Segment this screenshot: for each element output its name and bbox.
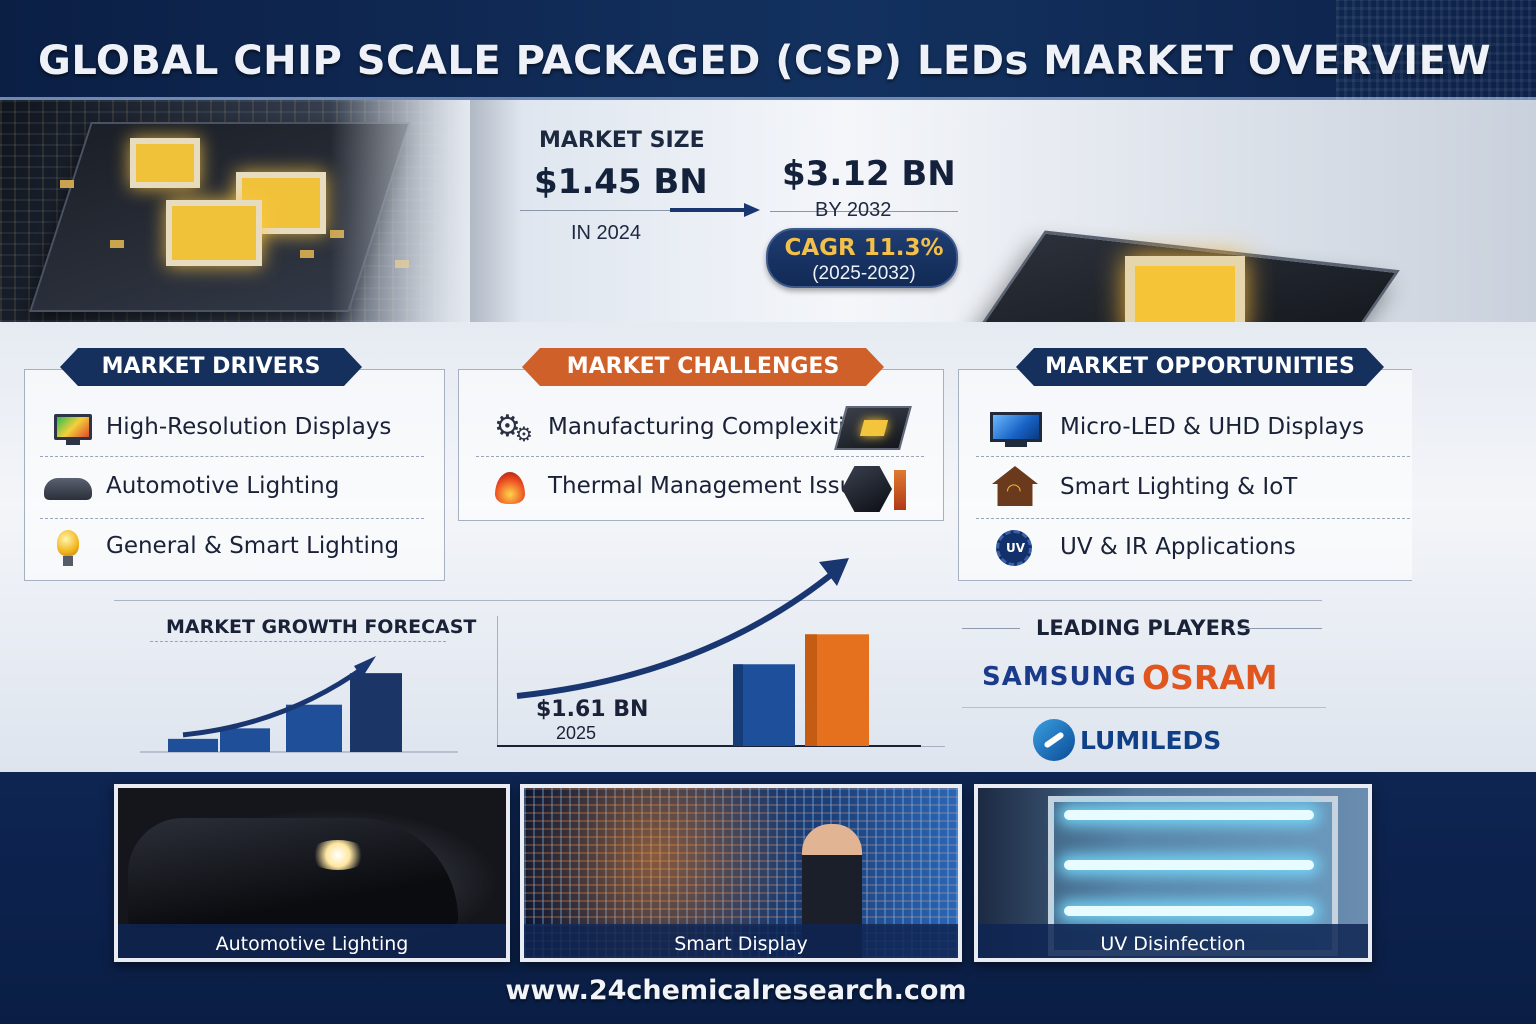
- photo-caption: UV Disinfection: [1100, 933, 1246, 955]
- header-banner: GLOBAL CHIP SCALE PACKAGED (CSP) LEDs MA…: [0, 0, 1536, 100]
- trend-arrow-line: [182, 663, 368, 738]
- lightbulb-icon: [57, 530, 79, 566]
- growth-arrow-icon: [670, 203, 760, 217]
- chip-die: [1125, 256, 1245, 322]
- divider: [520, 210, 750, 211]
- opportunity-item: Smart Lighting & IoT: [1060, 474, 1298, 500]
- divider: [962, 707, 1326, 708]
- players-title: LEADING PLAYERS: [1036, 616, 1252, 640]
- uv-disinfection-photo: UV Disinfection: [974, 784, 1372, 962]
- challenge-item: Manufacturing Complexities: [548, 414, 871, 440]
- market-year-2032: BY 2032: [815, 199, 892, 221]
- heat-glow-icon: [894, 470, 906, 510]
- wifi-icon: ◠: [1006, 480, 1022, 501]
- growth-forecast-chart: [497, 558, 921, 747]
- car-image: [128, 818, 458, 928]
- uv-icon: [996, 530, 1032, 566]
- market-size-2024: $1.45 BN: [534, 162, 708, 202]
- lumileds-icon: [1033, 719, 1075, 761]
- opportunities-panel: [958, 369, 1412, 581]
- uv-tube: [1064, 906, 1314, 916]
- website-link[interactable]: www.24chemicalresearch.com: [505, 975, 967, 1006]
- smd-component: [300, 250, 314, 258]
- samsung-logo: SAMSUNG: [982, 662, 1137, 692]
- page-title: GLOBAL CHIP SCALE PACKAGED (CSP) LEDs MA…: [38, 38, 1492, 84]
- car-icon: [44, 478, 92, 500]
- cagr-value: CAGR 11.3%: [784, 235, 944, 261]
- divider: [40, 456, 424, 457]
- smd-component: [395, 260, 409, 268]
- flame-icon: [495, 472, 525, 504]
- led-chip: [166, 200, 262, 266]
- drivers-title: MARKET DRIVERS: [60, 348, 362, 386]
- gears-icon: ⚙: [494, 409, 521, 444]
- cagr-badge: CAGR 11.3% (2025-2032): [766, 228, 958, 288]
- smart-home-icon: [992, 466, 1038, 506]
- divider: [114, 600, 1322, 601]
- forecast-value-2025: $1.61 BN: [536, 697, 649, 722]
- hero-band: [0, 100, 1536, 322]
- cagr-period: (2025-2032): [812, 263, 916, 284]
- smd-component: [330, 230, 344, 238]
- market-year-2024: IN 2024: [571, 222, 642, 244]
- led-chip: [130, 138, 200, 188]
- chart-bar: [350, 673, 402, 752]
- driver-item: High-Resolution Displays: [106, 414, 392, 440]
- chart-bar-2025: [733, 664, 795, 746]
- headlight-glow: [308, 840, 368, 870]
- driver-item: General & Smart Lighting: [106, 533, 400, 559]
- divider: [150, 641, 446, 642]
- osram-logo: OSRAM: [1142, 658, 1278, 697]
- uv-icon-label: UV: [1006, 541, 1026, 555]
- trend-arrow-head: [354, 656, 376, 678]
- divider: [40, 518, 424, 519]
- divider: [976, 518, 1410, 519]
- drivers-panel: [24, 369, 445, 581]
- divider: [1238, 628, 1322, 629]
- gears-icon: ⚙: [515, 422, 533, 446]
- trend-arrow-line: [516, 567, 839, 699]
- chip-icon: [834, 406, 912, 450]
- chart-bar-shade: [733, 664, 743, 746]
- display-icon: [990, 412, 1042, 447]
- divider: [770, 211, 958, 212]
- chart-bar: [286, 704, 342, 752]
- divider: [962, 628, 1020, 629]
- opportunity-item: UV & IR Applications: [1060, 534, 1296, 560]
- opportunities-title: MARKET OPPORTUNITIES: [1016, 348, 1384, 386]
- smd-component: [60, 180, 74, 188]
- challenge-item: Thermal Management Issues: [548, 473, 881, 499]
- heat-sink-icon: [842, 466, 892, 512]
- photo-caption: Automotive Lighting: [215, 933, 409, 955]
- csp-led-chip-image: [970, 160, 1400, 322]
- market-size-label: MARKET SIZE: [539, 128, 705, 153]
- chart-bar-shade: [805, 634, 817, 746]
- chart-bar: [168, 738, 218, 752]
- uv-tube: [1064, 860, 1314, 870]
- opportunity-item: Micro-LED & UHD Displays: [1060, 414, 1365, 440]
- challenges-title: MARKET CHALLENGES: [522, 348, 884, 386]
- small-growth-chart: [140, 656, 458, 753]
- monitor-icon: [54, 414, 92, 445]
- automotive-lighting-photo: Automotive Lighting: [114, 784, 510, 962]
- divider: [476, 456, 924, 457]
- photo-caption: Smart Display: [674, 933, 808, 955]
- trend-arrow-head: [819, 558, 849, 586]
- circuit-board-image: [0, 100, 470, 322]
- smd-component: [110, 240, 124, 248]
- chart-bar: [220, 728, 270, 752]
- divider: [976, 456, 1410, 457]
- lumileds-logo: LUMILEDS: [1080, 726, 1222, 755]
- forecast-year-2025: 2025: [556, 723, 597, 743]
- market-size-2032: $3.12 BN: [782, 154, 956, 194]
- smart-display-photo: Smart Display: [520, 784, 962, 962]
- uv-tube: [1064, 810, 1314, 820]
- forecast-title: MARKET GROWTH FORECAST: [166, 616, 477, 638]
- driver-item: Automotive Lighting: [106, 473, 340, 499]
